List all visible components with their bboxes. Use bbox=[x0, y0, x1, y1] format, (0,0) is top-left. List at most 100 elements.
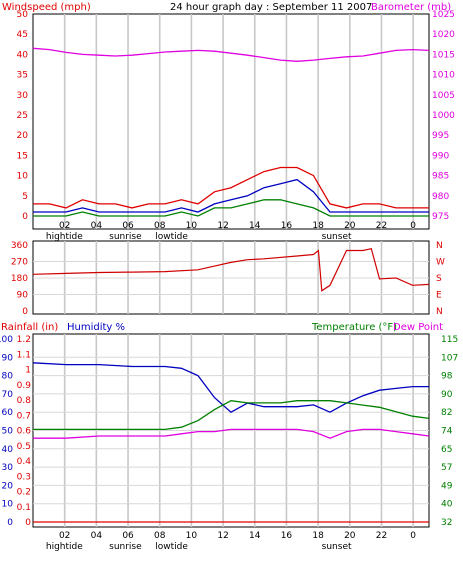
y-tick-label: 0.5 bbox=[17, 442, 31, 452]
y-tick-label-right: N bbox=[436, 241, 443, 251]
y-tick-label: 0.2 bbox=[17, 488, 31, 498]
humidity-axis-label: Humidity % bbox=[67, 322, 125, 333]
x-annotation: hightide bbox=[46, 232, 83, 242]
wind-direction-line bbox=[32, 247, 430, 292]
y-tick-label: 40 bbox=[2, 445, 14, 455]
x-annotation: sunrise bbox=[109, 232, 142, 242]
y-tick-label: 10 bbox=[2, 500, 14, 510]
x-tick-label: 14 bbox=[249, 221, 261, 231]
x-annotation: sunrise bbox=[109, 542, 142, 552]
wind-gust-line bbox=[33, 166, 429, 209]
y-tick-label: 0.1 bbox=[17, 503, 31, 513]
barometer-axis-label: Barometer (mb) bbox=[371, 2, 451, 13]
x-tick-label: 14 bbox=[249, 531, 261, 541]
windspeed-axis-label: Windspeed (mph) bbox=[2, 2, 91, 13]
x-tick-label: 12 bbox=[217, 221, 228, 231]
x-tick-label: 10 bbox=[186, 221, 198, 231]
y-tick-label: 40 bbox=[17, 50, 29, 60]
x-tick-label: 18 bbox=[312, 531, 324, 541]
y-tick-label: 90 bbox=[17, 291, 29, 301]
wind-barometer-panel bbox=[32, 13, 430, 230]
y-tick-label: 45 bbox=[17, 30, 28, 40]
y-tick-label: 0.4 bbox=[17, 457, 32, 467]
x-tick-label: 0 bbox=[410, 531, 416, 541]
temperature-line bbox=[33, 400, 430, 431]
y-tick-label: 0.9 bbox=[17, 381, 32, 391]
x-tick-label: 06 bbox=[122, 531, 134, 541]
y-tick-label-right: 1020 bbox=[432, 30, 455, 40]
y-tick-label: 50 bbox=[2, 427, 14, 437]
x-annotation: hightide bbox=[46, 542, 83, 552]
x-annotation: lowtide bbox=[155, 232, 188, 242]
wind-average-line bbox=[33, 199, 429, 217]
y-tick-label-right: 98 bbox=[441, 372, 453, 382]
y-tick-label-right: 975 bbox=[432, 212, 449, 222]
y-tick-label-right: 1000 bbox=[432, 111, 455, 121]
y-tick-label-right: 90 bbox=[441, 390, 453, 400]
y-tick-label: 15 bbox=[17, 151, 28, 161]
y-tick-label-right: 980 bbox=[432, 192, 449, 202]
y-tick-label: 35 bbox=[17, 71, 28, 81]
y-tick-label: 0.7 bbox=[17, 411, 31, 421]
y-tick-label-right: 107 bbox=[441, 353, 458, 363]
y-tick-label: 60 bbox=[2, 408, 14, 418]
x-tick-label: 02 bbox=[59, 531, 70, 541]
y-tick-label-right: 74 bbox=[441, 427, 453, 437]
y-tick-label-right: E bbox=[436, 291, 442, 301]
y-tick-label-right: 49 bbox=[441, 481, 453, 491]
x-tick-label: 02 bbox=[59, 221, 70, 231]
y-tick-label: 90 bbox=[2, 353, 14, 363]
y-tick-label-right: 1025 bbox=[432, 10, 455, 20]
y-tick-label: 1.2 bbox=[17, 335, 31, 345]
y-tick-label: 30 bbox=[2, 463, 14, 473]
y-tick-label: 0 bbox=[22, 212, 28, 222]
x-tick-label: 20 bbox=[344, 221, 356, 231]
y-tick-label: 10 bbox=[17, 172, 29, 182]
x-annotation: lowtide bbox=[155, 542, 188, 552]
y-tick-label-right: S bbox=[436, 274, 442, 284]
y-tick-label: 0.8 bbox=[17, 396, 32, 406]
y-tick-label-right: 990 bbox=[432, 151, 449, 161]
y-tick-label: 80 bbox=[2, 372, 14, 382]
x-tick-label: 16 bbox=[281, 221, 293, 231]
y-tick-label: 1.1 bbox=[17, 350, 31, 360]
y-tick-label-right: 1010 bbox=[432, 71, 455, 81]
y-tick-label: 0 bbox=[22, 307, 28, 317]
y-tick-label: 20 bbox=[2, 481, 14, 491]
x-tick-label: 10 bbox=[186, 531, 198, 541]
y-tick-label-right: N bbox=[436, 307, 443, 317]
y-tick-label: 100 bbox=[0, 335, 13, 345]
y-tick-label: 360 bbox=[11, 241, 28, 251]
y-tick-label: 0 bbox=[25, 518, 31, 528]
dewpoint-axis-label: Dew Point bbox=[393, 322, 443, 333]
y-tick-label-right: 82 bbox=[441, 408, 452, 418]
x-tick-label: 22 bbox=[376, 221, 387, 231]
x-tick-label: 18 bbox=[312, 221, 324, 231]
y-tick-label-right: 65 bbox=[441, 445, 452, 455]
y-tick-label-right: 985 bbox=[432, 172, 449, 182]
dew-point-line bbox=[33, 428, 430, 439]
wind-speed-line bbox=[33, 178, 429, 213]
x-tick-label: 22 bbox=[376, 531, 387, 541]
y-tick-label: 25 bbox=[17, 111, 28, 121]
y-tick-label-right: 995 bbox=[432, 131, 449, 141]
x-tick-label: 06 bbox=[122, 221, 134, 231]
x-annotation: sunset bbox=[322, 232, 352, 242]
x-tick-label: 08 bbox=[154, 221, 166, 231]
x-tick-label: 12 bbox=[217, 531, 228, 541]
y-tick-label-right: 1005 bbox=[432, 91, 455, 101]
y-tick-label: 50 bbox=[17, 10, 29, 20]
y-tick-label: 30 bbox=[17, 91, 29, 101]
y-tick-label-right: 57 bbox=[441, 463, 452, 473]
x-tick-label: 20 bbox=[344, 531, 356, 541]
y-tick-label-right: 40 bbox=[441, 500, 453, 510]
x-tick-label: 04 bbox=[91, 221, 103, 231]
humidity-line bbox=[32, 362, 429, 413]
y-tick-label: 0.3 bbox=[17, 472, 31, 482]
y-tick-label: 270 bbox=[11, 258, 28, 268]
x-tick-label: 04 bbox=[91, 531, 103, 541]
y-tick-label-right: 32 bbox=[441, 518, 452, 528]
x-annotation: sunset bbox=[322, 542, 352, 552]
x-tick-label: 0 bbox=[410, 221, 416, 231]
